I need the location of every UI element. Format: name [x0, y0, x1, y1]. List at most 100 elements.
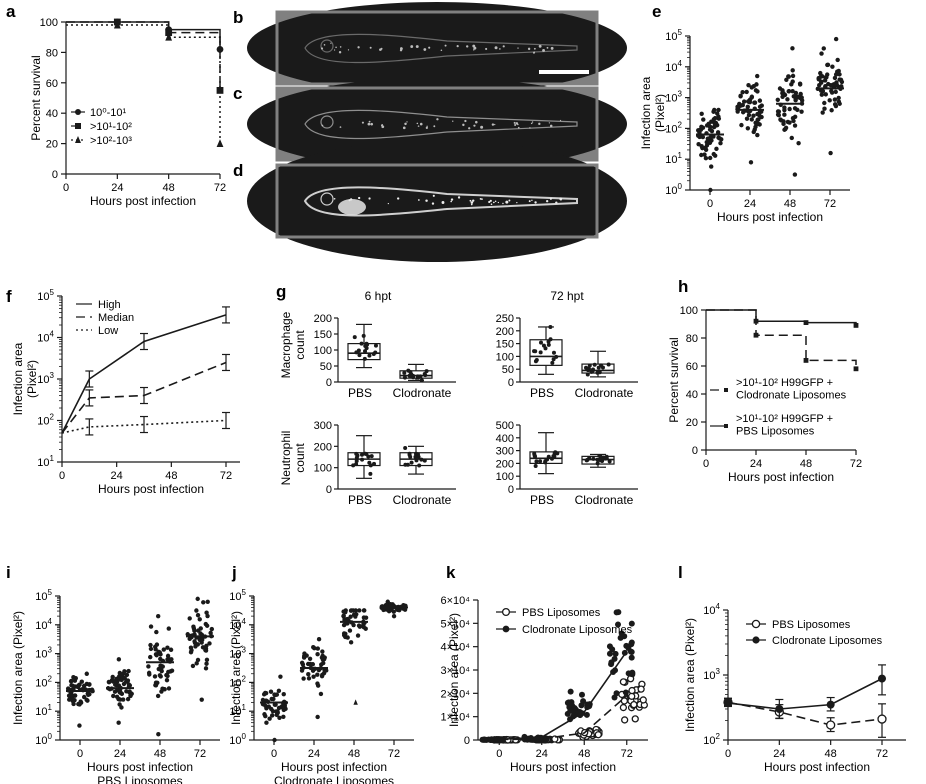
fluorescent-speck — [426, 125, 428, 128]
data-point — [534, 459, 539, 464]
data-point — [599, 363, 604, 368]
x-axis-label: Hours post infection — [90, 194, 196, 208]
data-point — [341, 613, 346, 619]
data-point — [263, 690, 269, 696]
data-point — [715, 111, 720, 116]
panel-f-label: f — [6, 287, 12, 306]
data-point — [639, 696, 647, 704]
fluorescent-speck — [531, 199, 533, 202]
fluorescent-speck — [469, 199, 472, 202]
data-point — [205, 599, 210, 604]
data-point — [778, 117, 783, 122]
data-point — [355, 633, 361, 638]
data-point — [205, 613, 210, 619]
y-tick-label: 0 — [508, 484, 514, 496]
data-point — [755, 121, 761, 126]
y-axis-label: Infection area(Pixel²) — [11, 342, 39, 415]
data-point — [833, 36, 839, 42]
data-point — [315, 681, 320, 686]
data-point — [85, 691, 91, 697]
y-tick-label: 100 — [35, 732, 52, 747]
legend-marker — [752, 636, 760, 644]
data-point — [787, 106, 792, 112]
data-point — [158, 667, 164, 672]
fluorescent-speck — [532, 51, 535, 54]
data-point — [628, 641, 635, 648]
data-point — [301, 676, 306, 681]
data-point — [414, 451, 419, 456]
data-point — [351, 622, 356, 628]
scale-bar — [539, 70, 589, 74]
legend-label: 10⁰-10¹ — [90, 107, 127, 119]
data-point — [128, 693, 133, 699]
data-point — [578, 691, 585, 698]
fluorescent-speck — [462, 123, 465, 127]
legend-marker — [724, 424, 728, 428]
data-point — [704, 139, 709, 145]
data-point — [532, 453, 537, 458]
y-tick-label: 2×10⁴ — [440, 688, 470, 700]
data-point — [784, 77, 789, 83]
data-point — [414, 458, 419, 463]
data-point — [148, 646, 154, 652]
y-tick-label: 100 — [229, 732, 246, 747]
fluorescent-speck — [499, 48, 501, 50]
fluorescent-speck — [475, 120, 478, 124]
x-tick-label: 48 — [154, 748, 166, 760]
data-point — [543, 346, 548, 351]
data-point — [629, 669, 636, 676]
data-point — [755, 132, 760, 138]
data-point — [538, 350, 543, 355]
data-point — [716, 135, 721, 140]
data-point — [548, 324, 553, 329]
legend-label: Median — [98, 312, 134, 324]
x-tick-label: 0 — [703, 458, 709, 470]
legend-marker — [75, 136, 81, 143]
y-axis-label: Infection area (Pixel²) — [229, 611, 243, 725]
data-point — [716, 107, 721, 113]
y-tick-label: 104 — [665, 59, 682, 74]
data-point — [826, 720, 836, 730]
fluorescent-speck — [559, 119, 562, 122]
data-point — [419, 457, 424, 462]
data-point — [836, 68, 841, 74]
x-tick-label: 24 — [744, 198, 756, 210]
category-label: PBS — [348, 493, 372, 507]
fluorescent-speck — [400, 47, 403, 50]
fluorescent-speck — [516, 201, 518, 204]
data-point — [823, 92, 828, 97]
data-point — [158, 656, 163, 662]
data-point — [353, 608, 358, 613]
data-point — [708, 135, 713, 140]
data-point — [348, 614, 353, 619]
data-point — [126, 668, 131, 674]
data-point — [612, 650, 619, 657]
data-point — [352, 335, 357, 340]
legend-label: >10¹-10² — [90, 121, 132, 133]
data-point — [405, 462, 410, 467]
y-axis-label: Infection area (Pixel²) — [683, 618, 697, 732]
y-tick-label: 102 — [37, 413, 54, 428]
fluorescent-speck — [415, 45, 419, 49]
series-line — [499, 650, 628, 741]
data-point — [69, 683, 74, 688]
data-point — [782, 112, 787, 117]
data-point — [818, 88, 824, 93]
data-point — [606, 650, 613, 657]
data-point — [125, 696, 131, 702]
fluorescent-speck — [417, 199, 420, 201]
data-point — [775, 704, 784, 713]
y-tick-label: 103 — [35, 646, 52, 661]
data-point — [157, 650, 162, 655]
data-point — [744, 116, 750, 121]
y-tick-label: 50 — [502, 364, 514, 376]
data-point — [823, 83, 828, 89]
data-point — [84, 681, 90, 687]
fluorescent-speck — [436, 118, 439, 121]
x-tick-label: 72 — [194, 748, 206, 760]
x-tick-label: 48 — [163, 182, 175, 194]
data-point — [84, 697, 89, 703]
data-point — [343, 608, 348, 613]
